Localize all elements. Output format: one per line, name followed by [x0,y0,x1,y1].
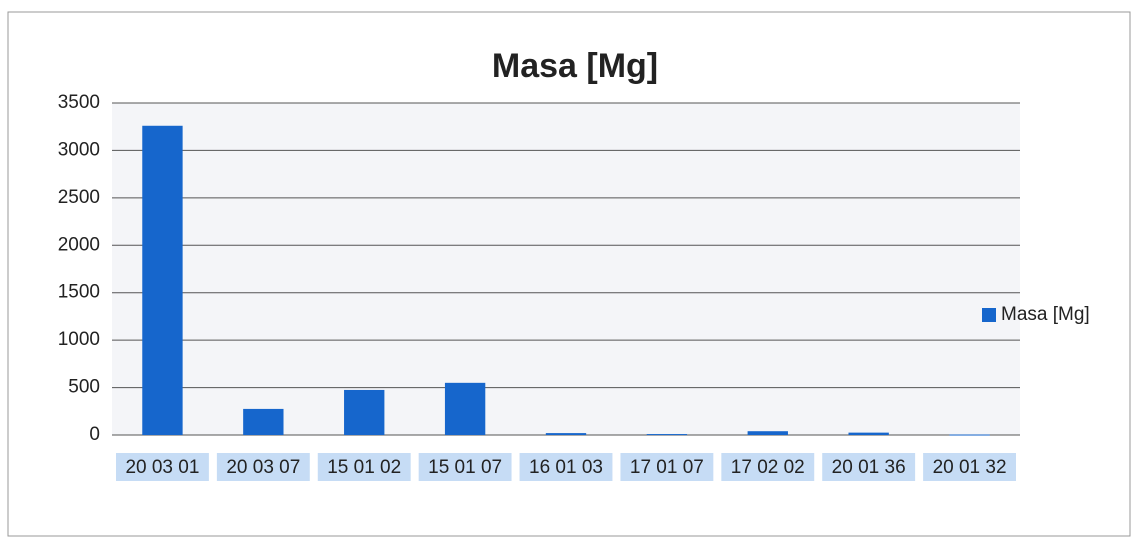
x-tick-label: 20 03 01 [125,457,199,478]
plot-area [112,103,1020,435]
x-label-background [923,453,1016,481]
x-tick-label: 20 01 32 [933,457,1007,478]
chart-title: Masa [Mg] [492,47,658,85]
x-label-background [418,453,512,481]
bar [646,434,688,436]
y-tick-label: 1500 [58,282,100,303]
x-tick-label: 17 01 07 [630,457,704,478]
y-tick-label: 3000 [58,139,100,160]
bar [444,382,486,435]
y-tick-label: 500 [68,377,100,398]
bar [848,432,889,435]
legend-label: Masa [Mg] [1001,304,1090,325]
x-label-background [721,453,815,481]
y-tick-label: 1000 [58,329,100,350]
bar [545,433,587,435]
x-tick-label: 17 02 02 [731,457,805,478]
bar [747,431,788,435]
x-label-background [216,453,310,481]
x-tick-label: 16 01 03 [529,457,603,478]
x-label-background [116,453,209,481]
x-label-background [822,453,916,481]
bar [949,434,990,436]
bar [142,125,183,435]
x-tick-label: 15 01 07 [428,457,502,478]
y-tick-label: 3500 [58,92,100,113]
y-tick-label: 0 [89,424,100,445]
legend-swatch [982,308,996,322]
bar [243,408,284,435]
x-tick-label: 15 01 02 [327,457,401,478]
x-tick-label: 20 01 36 [832,457,906,478]
x-label-background [317,453,411,481]
x-tick-label: 20 03 07 [226,457,300,478]
x-label-background [620,453,714,481]
y-tick-label: 2500 [58,187,100,208]
y-tick-label: 2000 [58,234,100,255]
bar [344,389,385,435]
x-label-background [519,453,613,481]
